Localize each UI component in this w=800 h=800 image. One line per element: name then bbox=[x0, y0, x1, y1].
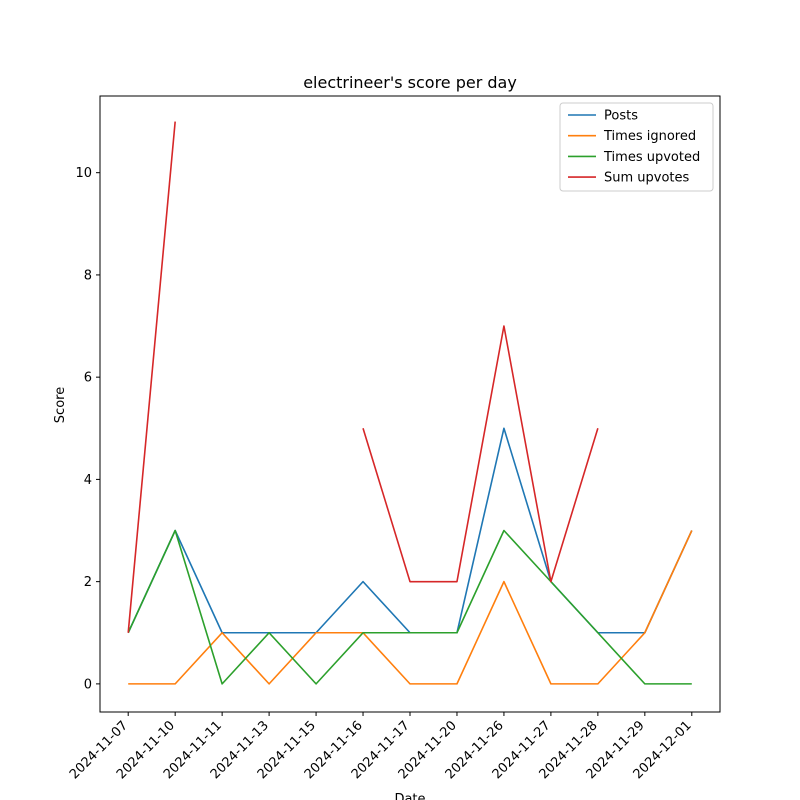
series-line bbox=[127, 121, 176, 633]
legend-box bbox=[559, 102, 714, 192]
legend-label: Times ignored bbox=[603, 129, 696, 144]
chart-title: electrineer's score per day bbox=[303, 73, 517, 92]
y-tick-label: 10 bbox=[75, 166, 92, 181]
series-line bbox=[128, 530, 693, 685]
y-tick-label: 0 bbox=[84, 677, 92, 692]
legend-label: Sum upvotes bbox=[604, 171, 690, 186]
legend-label: Posts bbox=[604, 109, 638, 124]
x-axis-label: Date bbox=[394, 792, 425, 800]
y-axis-label: Score bbox=[53, 387, 68, 423]
y-tick-label: 8 bbox=[84, 268, 92, 283]
y-tick-label: 6 bbox=[84, 371, 92, 386]
series-times-upvoted bbox=[127, 529, 692, 685]
series-sum-upvotes bbox=[127, 121, 599, 633]
legend: Posts Times ignored Times upvoted Sum upvot… bbox=[559, 102, 714, 192]
y-tick-label: 4 bbox=[84, 473, 92, 488]
series-line bbox=[127, 529, 692, 685]
legend-label: Times upvoted bbox=[603, 150, 700, 165]
series-line bbox=[362, 325, 599, 583]
y-tick-label: 2 bbox=[84, 575, 92, 590]
series-times-ignored bbox=[128, 530, 693, 685]
